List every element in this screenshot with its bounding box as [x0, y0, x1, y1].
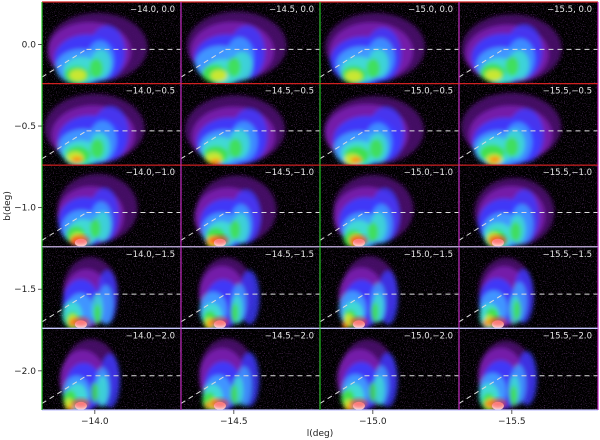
- panel-label: −15.5,−1.5: [543, 250, 592, 260]
- panel: −14.5, 0.0: [180, 1, 321, 85]
- x-tick-label: −15.5: [498, 417, 526, 427]
- panel: −14.0, 0.0: [41, 1, 182, 85]
- panel-label: −14.5, 0.0: [269, 5, 314, 15]
- panel-label: −15.0,−0.5: [404, 87, 453, 97]
- panel: −14.0,−0.5: [41, 82, 182, 166]
- density-map: [336, 339, 398, 410]
- panel-label: −15.0,−1.0: [404, 168, 453, 178]
- density-map: [62, 256, 118, 329]
- panel-label: −15.0, 0.0: [408, 5, 453, 15]
- density-map: [324, 12, 426, 84]
- panel: −14.5,−1.0: [180, 164, 321, 248]
- panel: −15.5,−1.0: [458, 164, 599, 248]
- panel: −15.5,−2.0: [458, 327, 599, 411]
- density-map: [47, 12, 148, 84]
- y-tick-label: 0.0: [22, 40, 37, 50]
- panel-label: −14.0,−2.0: [126, 331, 175, 341]
- density-map: [59, 338, 121, 410]
- panel: −14.0,−1.5: [41, 246, 182, 329]
- panel: −15.5,−1.5: [458, 246, 599, 329]
- panel: −15.0,−1.5: [319, 246, 460, 329]
- y-tick-label: −0.5: [14, 122, 36, 132]
- density-map: [186, 11, 287, 84]
- y-tick-label: −1.5: [14, 285, 36, 295]
- panel: −14.5,−2.0: [180, 327, 321, 411]
- density-map: [461, 14, 562, 84]
- panel: −15.0, 0.0: [319, 1, 460, 85]
- panel-label: −14.0, 0.0: [130, 5, 175, 15]
- x-tick-label: −14.0: [81, 417, 109, 427]
- y-axis-label: b(deg): [3, 191, 13, 221]
- density-map: [478, 340, 538, 410]
- panel-label: −15.5,−2.0: [543, 331, 592, 341]
- density-map: [198, 257, 260, 329]
- panel-label: −15.5, 0.0: [547, 5, 592, 15]
- panel: −14.0,−2.0: [41, 327, 182, 411]
- panel-label: −14.5,−2.0: [265, 331, 314, 341]
- density-map: [184, 95, 286, 166]
- panel-label: −14.0,−1.5: [126, 250, 175, 260]
- density-map: [461, 92, 562, 166]
- panel: −14.5,−0.5: [180, 82, 321, 166]
- panel-label: −15.5,−1.0: [543, 168, 592, 178]
- panel: −15.0,−0.5: [319, 82, 460, 166]
- x-axis-label: l(deg): [307, 429, 334, 439]
- panel-label: −15.0,−1.5: [404, 250, 453, 260]
- panel-label: −14.0,−0.5: [126, 87, 175, 97]
- panel-label: −14.5,−1.5: [265, 250, 314, 260]
- x-tick-label: −15.0: [359, 417, 387, 427]
- panel: −14.0,−1.0: [41, 164, 182, 248]
- panel-label: −15.5,−0.5: [543, 87, 592, 97]
- panel: −15.5, 0.0: [458, 1, 599, 85]
- panel: −14.5,−1.5: [180, 246, 321, 329]
- panel: −15.0,−1.0: [319, 164, 460, 248]
- density-map: [44, 93, 145, 166]
- density-map: [478, 257, 534, 329]
- panel: −15.5,−0.5: [458, 82, 599, 166]
- density-map: [323, 96, 425, 166]
- panel-label: −15.0,−2.0: [404, 331, 453, 341]
- density-map: [333, 175, 414, 247]
- density-map: [338, 256, 399, 329]
- y-tick-label: −1.0: [14, 204, 36, 214]
- y-tick-label: −2.0: [14, 367, 36, 377]
- panel: −15.0,−2.0: [319, 327, 460, 411]
- x-tick-label: −14.5: [220, 417, 248, 427]
- panel-label: −14.5,−1.0: [265, 168, 314, 178]
- panel-label: −14.0,−1.0: [126, 168, 175, 178]
- panel-label: −14.5,−0.5: [265, 87, 314, 97]
